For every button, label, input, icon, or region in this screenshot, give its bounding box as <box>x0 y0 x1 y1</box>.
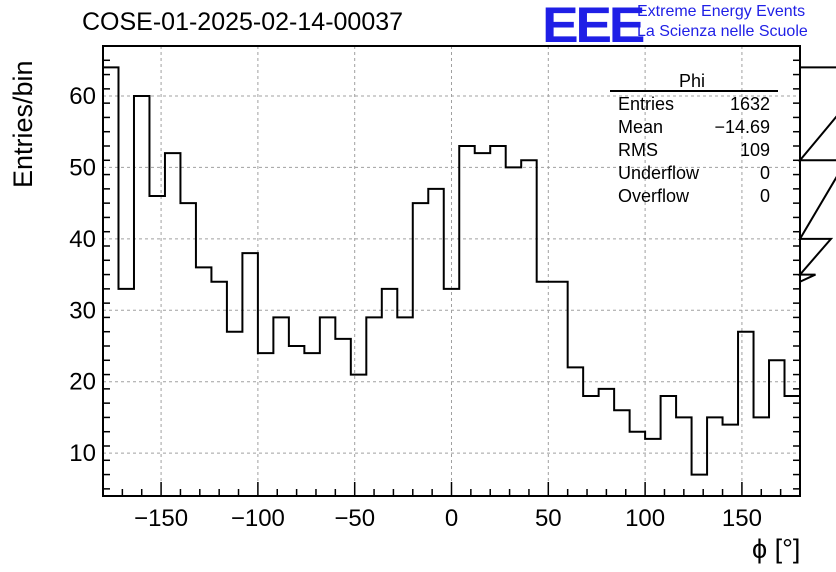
y-tick-label: 20 <box>69 369 96 396</box>
x-tick-label: 0 <box>445 505 458 532</box>
stat-rms-label: RMS <box>618 140 658 160</box>
stat-entries-value: 1632 <box>729 94 770 114</box>
eee-logo: EEE <box>542 0 645 53</box>
y-axis-label: Entries/bin <box>8 60 38 188</box>
y-tick-label: 50 <box>69 154 96 181</box>
y-tick-label: 40 <box>69 226 96 253</box>
histogram-series <box>102 66 836 496</box>
run-title: COSE-01-2025-02-14-00037 <box>82 8 404 36</box>
y-tick-label: 30 <box>69 297 96 324</box>
stat-mean-label: Mean <box>618 117 664 137</box>
stats-box-divider <box>610 90 778 92</box>
x-axis-label: ϕ [°] <box>752 534 801 564</box>
stats-box-title: Phi <box>679 71 706 91</box>
brand-line-2: La Scienza nelle Scuole <box>637 23 808 40</box>
stat-rms-value: 109 <box>739 140 770 160</box>
x-tick-label: 150 <box>722 505 762 532</box>
stat-underflow-label: Underflow <box>618 163 700 183</box>
x-tick-label: −150 <box>134 505 188 532</box>
x-tick-label: 50 <box>535 505 562 532</box>
x-tick-label: −50 <box>334 505 375 532</box>
grid-lines <box>103 46 800 496</box>
y-tick-label: 60 <box>69 83 96 110</box>
stat-overflow-label: Overflow <box>618 186 690 206</box>
stat-entries-label: Entries <box>618 94 675 114</box>
stat-mean-value: −14.69 <box>714 117 770 137</box>
stat-underflow-value: 0 <box>759 163 770 183</box>
x-tick-label: −100 <box>231 505 285 532</box>
brand-line-1: Extreme Energy Events <box>637 3 806 20</box>
histogram-step-line <box>102 66 836 496</box>
stat-overflow-value: 0 <box>759 186 770 206</box>
x-tick-label: 100 <box>625 505 665 532</box>
axis-ticks <box>102 59 801 496</box>
y-tick-label: 10 <box>69 440 96 467</box>
axis-tick-labels: −150 −100 −50 0 50 100 150 10 20 30 40 50 60 <box>69 83 762 532</box>
